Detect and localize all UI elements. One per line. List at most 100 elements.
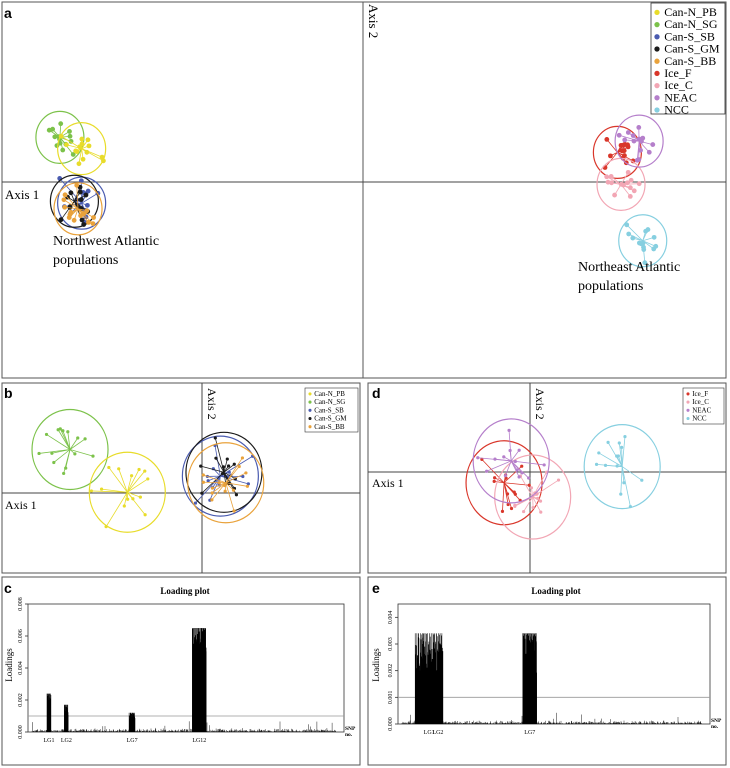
peak-lg12: LG12 <box>192 628 207 744</box>
spoke-can-s-bb <box>76 185 79 209</box>
spoke-can-s-bb <box>203 474 226 484</box>
ellipse-can-n-sg <box>31 408 109 491</box>
point-can-s-bb <box>245 484 250 488</box>
point-can-s-bb <box>201 473 205 477</box>
point-can-s-bb <box>71 217 77 223</box>
panel-b-clusters <box>31 408 265 533</box>
peak-lg7: LG7 <box>127 712 138 744</box>
peak-label-lg1: LG1 <box>43 738 54 744</box>
spoke-can-s-gm <box>215 457 225 473</box>
point-ncc <box>626 231 632 237</box>
ytick-label: 0.001 <box>388 691 394 705</box>
point-can-n-pb <box>80 156 86 162</box>
point-ice-f <box>513 492 517 496</box>
legend-label-ice-c: Ice_C <box>692 398 709 406</box>
spoke-can-s-sb <box>195 475 221 504</box>
peak-lg2: LG2 <box>61 704 72 744</box>
spoke-neac <box>477 457 512 462</box>
point-neac <box>650 142 656 147</box>
legend-dot-can-s-bb <box>308 425 312 429</box>
point-can-s-gm <box>214 456 218 460</box>
point-neac <box>630 133 636 138</box>
point-can-n-pb <box>143 513 147 517</box>
point-ice-c <box>529 486 534 490</box>
spoke-can-s-bb <box>212 482 226 489</box>
point-ncc <box>645 227 651 232</box>
point-ice-f <box>520 464 524 468</box>
legend-dot-can-s-gm <box>308 416 312 421</box>
point-can-n-sg <box>58 121 64 127</box>
point-ice-f <box>492 479 496 483</box>
point-ice-c <box>604 174 610 180</box>
spoke-can-s-sb <box>64 202 82 208</box>
legend-dot-can-n-pb <box>308 392 312 396</box>
ytick-label: 0.008 <box>18 597 24 611</box>
panel-b-frame <box>1 382 361 574</box>
point-ncc <box>636 240 642 246</box>
peak-bars <box>46 693 52 732</box>
point-ncc <box>617 441 621 445</box>
xlabel-line1: SNP <box>711 718 722 724</box>
point-neac <box>517 475 521 479</box>
peak-label-lg2: LG2 <box>432 730 443 736</box>
annotation-nw-line2: populations <box>53 253 118 268</box>
spoke-can-n-sg <box>67 431 71 450</box>
spoke-ice-c <box>523 496 534 512</box>
legend-dot-can-s-bb <box>654 58 660 64</box>
panel-e-ylabel: Loadings <box>371 648 381 682</box>
cluster-can-n-pb <box>88 451 166 533</box>
panel-c-title: Loading plot <box>160 586 209 596</box>
spoke-can-s-sb <box>81 192 99 204</box>
point-ncc <box>623 434 627 439</box>
cluster-ice-f <box>465 440 543 526</box>
point-can-s-sb <box>206 479 210 483</box>
point-can-s-bb <box>84 208 90 214</box>
ytick-label: 0.000 <box>18 725 24 739</box>
cluster-can-n-sg <box>31 408 109 491</box>
point-ice-c <box>522 509 526 514</box>
legend-label-can-s-bb: Can-S_BB <box>314 423 345 431</box>
spoke-ncc <box>628 233 643 242</box>
point-ice-c <box>556 478 561 482</box>
point-ice-c <box>538 499 543 503</box>
cluster-can-s-gm <box>49 174 100 228</box>
spoke-can-n-sg <box>53 449 71 463</box>
point-can-n-pb <box>85 137 91 143</box>
panel-a-xlabel: Axis 1 <box>5 187 39 202</box>
spoke-can-n-pb <box>123 492 128 507</box>
point-ice-c <box>636 181 642 187</box>
point-can-n-pb <box>99 154 105 160</box>
ellipse-neac <box>614 114 664 168</box>
point-ncc <box>624 222 630 228</box>
ellipse-ncc <box>618 214 668 268</box>
point-ice-f <box>619 148 625 154</box>
point-can-n-pb <box>84 149 90 155</box>
point-can-n-sg <box>52 134 58 140</box>
legend-dot-ice-c <box>654 82 660 89</box>
spoke-neac <box>486 460 512 472</box>
peak-label-lg1: LG1 <box>424 730 435 736</box>
panel-d-frame <box>367 382 727 574</box>
spoke-can-n-pb <box>127 478 149 493</box>
ytick-label: 0.006 <box>18 629 24 643</box>
point-ncc <box>603 463 608 467</box>
spoke-can-s-bb <box>225 472 247 484</box>
plot-area <box>397 603 711 725</box>
point-can-s-bb <box>244 471 248 475</box>
spoke-ice-f <box>503 482 521 501</box>
peak-bars <box>192 628 207 732</box>
spoke-ice-c <box>520 475 534 498</box>
spoke-ice-f <box>606 139 618 153</box>
spoke-can-n-sg <box>46 434 71 450</box>
cluster-can-s-sb <box>181 435 259 517</box>
point-can-s-bb <box>67 212 73 218</box>
ellipse-can-s-bb <box>53 182 103 236</box>
point-ice-c <box>628 177 634 183</box>
point-can-n-sg <box>56 428 60 432</box>
annotation-nw-line1: Northwest Atlantic <box>53 234 159 249</box>
cluster-ice-c <box>494 454 572 540</box>
point-neac <box>625 130 631 135</box>
panel-b-ylabel: Axis 2 <box>205 388 219 420</box>
ytick-label: 0.002 <box>388 664 394 678</box>
